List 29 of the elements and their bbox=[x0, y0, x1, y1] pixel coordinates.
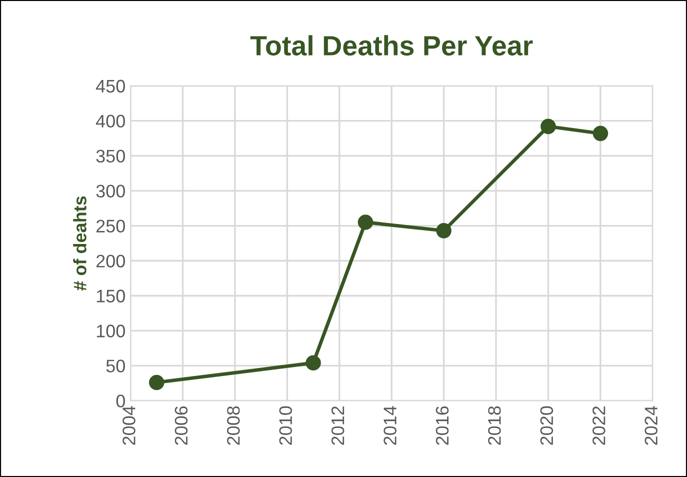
point bbox=[540, 118, 556, 134]
point bbox=[592, 126, 608, 142]
x-tick-label: 2018 bbox=[488, 406, 501, 445]
x-tick-label: 2012 bbox=[331, 406, 344, 445]
x-tick-label: 2004 bbox=[122, 406, 136, 445]
x-tick-label: 2024 bbox=[644, 406, 658, 445]
y-axis-title: # of deahts bbox=[73, 196, 86, 291]
y-tick-label: 250 bbox=[96, 220, 125, 232]
x-tick-label: 2014 bbox=[384, 406, 396, 445]
x-tick-label: 2022 bbox=[592, 406, 606, 445]
y-tick-label: 200 bbox=[96, 254, 125, 268]
y-tick-label: 150 bbox=[96, 290, 125, 302]
chart-title: Total Deaths Per Year bbox=[250, 35, 533, 56]
x-tick-label: 2020 bbox=[540, 406, 554, 445]
x-tick-label: 2008 bbox=[227, 406, 240, 445]
point bbox=[436, 223, 452, 238]
y-tick-label: 0 bbox=[116, 394, 125, 408]
y-tick-label: 50 bbox=[106, 360, 125, 372]
x-tick-label: 2010 bbox=[279, 406, 292, 445]
y-tick-label: 350 bbox=[96, 150, 125, 163]
point bbox=[306, 355, 321, 371]
point bbox=[148, 374, 164, 390]
point bbox=[358, 214, 374, 230]
y-tick-label: 400 bbox=[96, 114, 125, 128]
y-tick-label: 100 bbox=[96, 324, 125, 338]
y-tick-label: 450 bbox=[96, 80, 125, 93]
x-tick-label: 2016 bbox=[436, 406, 449, 445]
x-tick-label: 2006 bbox=[174, 406, 188, 445]
y-tick-label: 300 bbox=[96, 184, 125, 198]
